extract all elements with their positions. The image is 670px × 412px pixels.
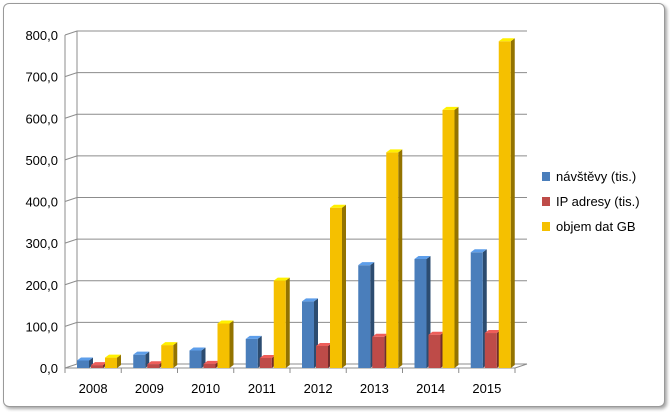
x-tick-label: 2013 xyxy=(360,381,389,396)
bar xyxy=(189,347,206,368)
y-tick-label: 0,0 xyxy=(40,361,58,376)
x-tick-label: 2010 xyxy=(191,381,220,396)
legend: návštěvy (tis.) IP adresy (tis.) objem dat… xyxy=(542,169,640,234)
legend-item: návštěvy (tis.) xyxy=(542,169,636,184)
legend-item: IP adresy (tis.) xyxy=(542,194,640,209)
legend-swatch xyxy=(542,172,550,181)
y-tick-label: 600,0 xyxy=(25,111,58,126)
legend-label: IP adresy (tis.) xyxy=(556,194,640,209)
bar xyxy=(330,204,346,368)
x-tick-label: 2009 xyxy=(135,381,164,396)
bar xyxy=(470,249,487,368)
legend-item: objem dat GB xyxy=(542,219,636,234)
bar xyxy=(133,351,150,368)
bar xyxy=(91,362,107,368)
x-tick-label: 2011 xyxy=(248,381,276,396)
gridline xyxy=(64,72,527,78)
x-tick-label: 2012 xyxy=(304,381,333,396)
legend-label: návštěvy (tis.) xyxy=(556,169,636,184)
floor-edge xyxy=(514,363,528,369)
bar xyxy=(259,355,276,368)
y-tick-label: 800,0 xyxy=(25,28,58,43)
bar xyxy=(358,262,375,368)
y-tick-label: 700,0 xyxy=(25,70,58,85)
bar xyxy=(316,342,332,368)
bar xyxy=(77,357,93,368)
bar xyxy=(498,38,515,369)
bar xyxy=(105,354,121,368)
legend-swatch xyxy=(542,222,550,231)
bar xyxy=(203,360,220,368)
y-tick-label: 300,0 xyxy=(25,236,58,251)
x-tick-label: 2014 xyxy=(416,381,445,396)
bar xyxy=(386,149,403,368)
y-tick-label: 500,0 xyxy=(25,153,58,168)
y-tick-label: 100,0 xyxy=(25,319,58,334)
legend-label: objem dat GB xyxy=(556,219,636,234)
bar xyxy=(302,298,318,368)
x-axis: 2008 2009 2010 2011 2012 2013 2014 2015 xyxy=(64,368,516,396)
bar xyxy=(484,330,501,368)
y-axis: 0,0 100,0 200,0 300,0 400,0 500,0 600,0 700,0 80… xyxy=(25,28,58,376)
bar xyxy=(147,361,164,368)
gridline xyxy=(64,30,527,36)
bar xyxy=(442,106,459,369)
x-tick-label: 2015 xyxy=(472,381,501,396)
bar-marks xyxy=(77,38,515,369)
bar xyxy=(273,277,290,368)
bar xyxy=(414,255,431,368)
y-tick-label: 200,0 xyxy=(25,278,58,293)
bar xyxy=(161,342,178,368)
y-tick-label: 400,0 xyxy=(25,195,58,210)
bar xyxy=(372,333,389,368)
x-tick-label: 2008 xyxy=(79,381,108,396)
bar xyxy=(217,320,234,368)
legend-swatch xyxy=(542,197,550,206)
bar xyxy=(245,335,262,368)
bar xyxy=(428,331,445,368)
